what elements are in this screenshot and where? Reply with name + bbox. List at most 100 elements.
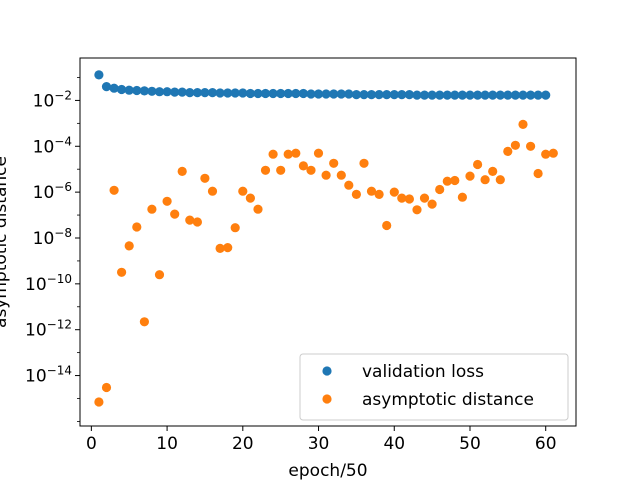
asymptotic-distance-point xyxy=(124,241,134,251)
validation-loss-point xyxy=(291,88,301,99)
validation-loss-point xyxy=(397,90,407,100)
validation-loss-point xyxy=(427,90,437,100)
asymptotic-distance-point xyxy=(185,215,195,225)
asymptotic-distance-point xyxy=(313,148,324,158)
chart-marks xyxy=(94,70,558,407)
asymptotic-distance-point xyxy=(397,193,407,203)
validation-loss-point xyxy=(215,88,225,98)
asymptotic-distance-point xyxy=(329,158,339,168)
asymptotic-distance-point xyxy=(374,189,384,199)
validation-loss-point xyxy=(147,86,157,96)
validation-loss-point xyxy=(101,82,112,92)
asymptotic-distance-point xyxy=(276,165,286,175)
validation-loss-point xyxy=(510,90,520,100)
asymptotic-distance-point xyxy=(366,186,377,196)
asymptotic-distance-point xyxy=(359,158,369,168)
validation-loss-point xyxy=(109,83,119,93)
asymptotic-distance-point xyxy=(147,204,157,214)
validation-loss-point xyxy=(139,86,149,96)
asymptotic-distance-point xyxy=(94,397,104,407)
asymptotic-distance-point xyxy=(533,168,543,179)
validation-loss-point xyxy=(117,84,127,95)
legend-box xyxy=(299,353,569,421)
asymptotic-distance-point xyxy=(336,170,346,180)
asymptotic-distance-point xyxy=(389,187,399,197)
asymptotic-distance-point xyxy=(245,193,255,203)
y-tick-label: 10−6 xyxy=(33,180,72,203)
asymptotic-distance-point xyxy=(215,243,225,253)
validation-loss-point xyxy=(404,90,414,100)
asymptotic-distance-point xyxy=(548,148,558,158)
asymptotic-distance-point xyxy=(526,141,536,151)
asymptotic-distance-point xyxy=(260,165,271,175)
asymptotic-distance-point xyxy=(510,140,520,150)
y-axis: 10−14 10−12 10−10 10−8 10−6 10−4 10−2 xyxy=(25,77,80,422)
x-axis: 0 10 20 30 40 50 60 xyxy=(86,426,557,454)
validation-loss-point xyxy=(298,88,308,99)
validation-loss-point xyxy=(154,87,165,97)
validation-loss-point xyxy=(162,87,172,97)
validation-loss-point xyxy=(389,90,399,100)
validation-loss-point xyxy=(321,89,331,99)
validation-loss-point xyxy=(329,89,339,99)
y-tick-label: 10−8 xyxy=(33,226,72,249)
asymptotic-distance-point xyxy=(435,184,445,195)
asymptotic-distance-point xyxy=(518,119,528,129)
asymptotic-distance-point xyxy=(495,175,505,185)
asymptotic-distance-point xyxy=(541,149,551,159)
validation-loss-point xyxy=(412,90,422,100)
asymptotic-distance-point xyxy=(291,148,301,158)
asymptotic-distance-point xyxy=(404,194,414,204)
x-tick-label: 40 xyxy=(383,434,405,454)
asymptotic-distance-point xyxy=(442,176,452,186)
x-tick-label: 20 xyxy=(232,434,254,454)
legend-label: validation loss xyxy=(362,362,484,382)
validation-loss-point xyxy=(465,90,475,100)
validation-loss-point xyxy=(495,90,505,100)
asymptotic-distance-point xyxy=(283,149,293,159)
validation-loss-point xyxy=(488,90,498,100)
asymptotic-distance-point xyxy=(427,199,437,209)
validation-loss-point xyxy=(132,85,142,96)
validation-loss-point xyxy=(260,88,271,99)
x-tick-label: 10 xyxy=(156,434,178,454)
validation-loss-point xyxy=(473,90,483,100)
asymptotic-distance-point xyxy=(450,175,460,186)
validation-loss-point xyxy=(313,89,324,99)
asymptotic-distance-point xyxy=(139,317,149,327)
validation-loss-point xyxy=(435,90,445,100)
validation-loss-point xyxy=(124,85,134,95)
validation-loss-point xyxy=(177,87,187,97)
asymptotic-distance-point xyxy=(154,270,165,280)
legend-marker xyxy=(322,394,332,404)
validation-loss-point xyxy=(283,88,293,99)
asymptotic-distance-point xyxy=(306,165,316,175)
x-tick-label: 0 xyxy=(86,434,97,454)
asymptotic-distance-point xyxy=(117,267,127,277)
asymptotic-distance-point xyxy=(351,189,361,199)
asymptotic-distance-point xyxy=(238,186,248,196)
validation-loss-point xyxy=(192,88,202,98)
y-tick-label: 10−10 xyxy=(25,272,72,295)
validation-loss-point xyxy=(526,90,536,100)
validation-loss-point xyxy=(276,88,286,99)
asymptotic-distance-point xyxy=(473,159,483,170)
legend-marker xyxy=(322,366,332,376)
y-tick-label: 10−2 xyxy=(33,88,72,111)
asymptotic-distance-point xyxy=(503,146,513,156)
validation-loss-point xyxy=(457,90,467,100)
validation-loss-point xyxy=(268,88,278,99)
x-axis-label: epoch/50 xyxy=(288,461,367,480)
y-axis-label: asymptotic distance xyxy=(0,156,11,328)
asymptotic-distance-point xyxy=(419,193,430,203)
asymptotic-distance-point xyxy=(162,196,172,206)
legend: validation loss asymptotic distance xyxy=(299,353,569,421)
validation-loss-point xyxy=(230,88,240,98)
asymptotic-distance-point xyxy=(344,180,354,190)
plot-frame xyxy=(79,57,577,427)
asymptotic-distance-point xyxy=(268,149,278,159)
x-tick-label: 30 xyxy=(308,434,330,454)
asymptotic-distance-point xyxy=(200,173,210,183)
asymptotic-distance-point xyxy=(101,382,112,393)
asymptotic-distance-point xyxy=(170,209,180,219)
